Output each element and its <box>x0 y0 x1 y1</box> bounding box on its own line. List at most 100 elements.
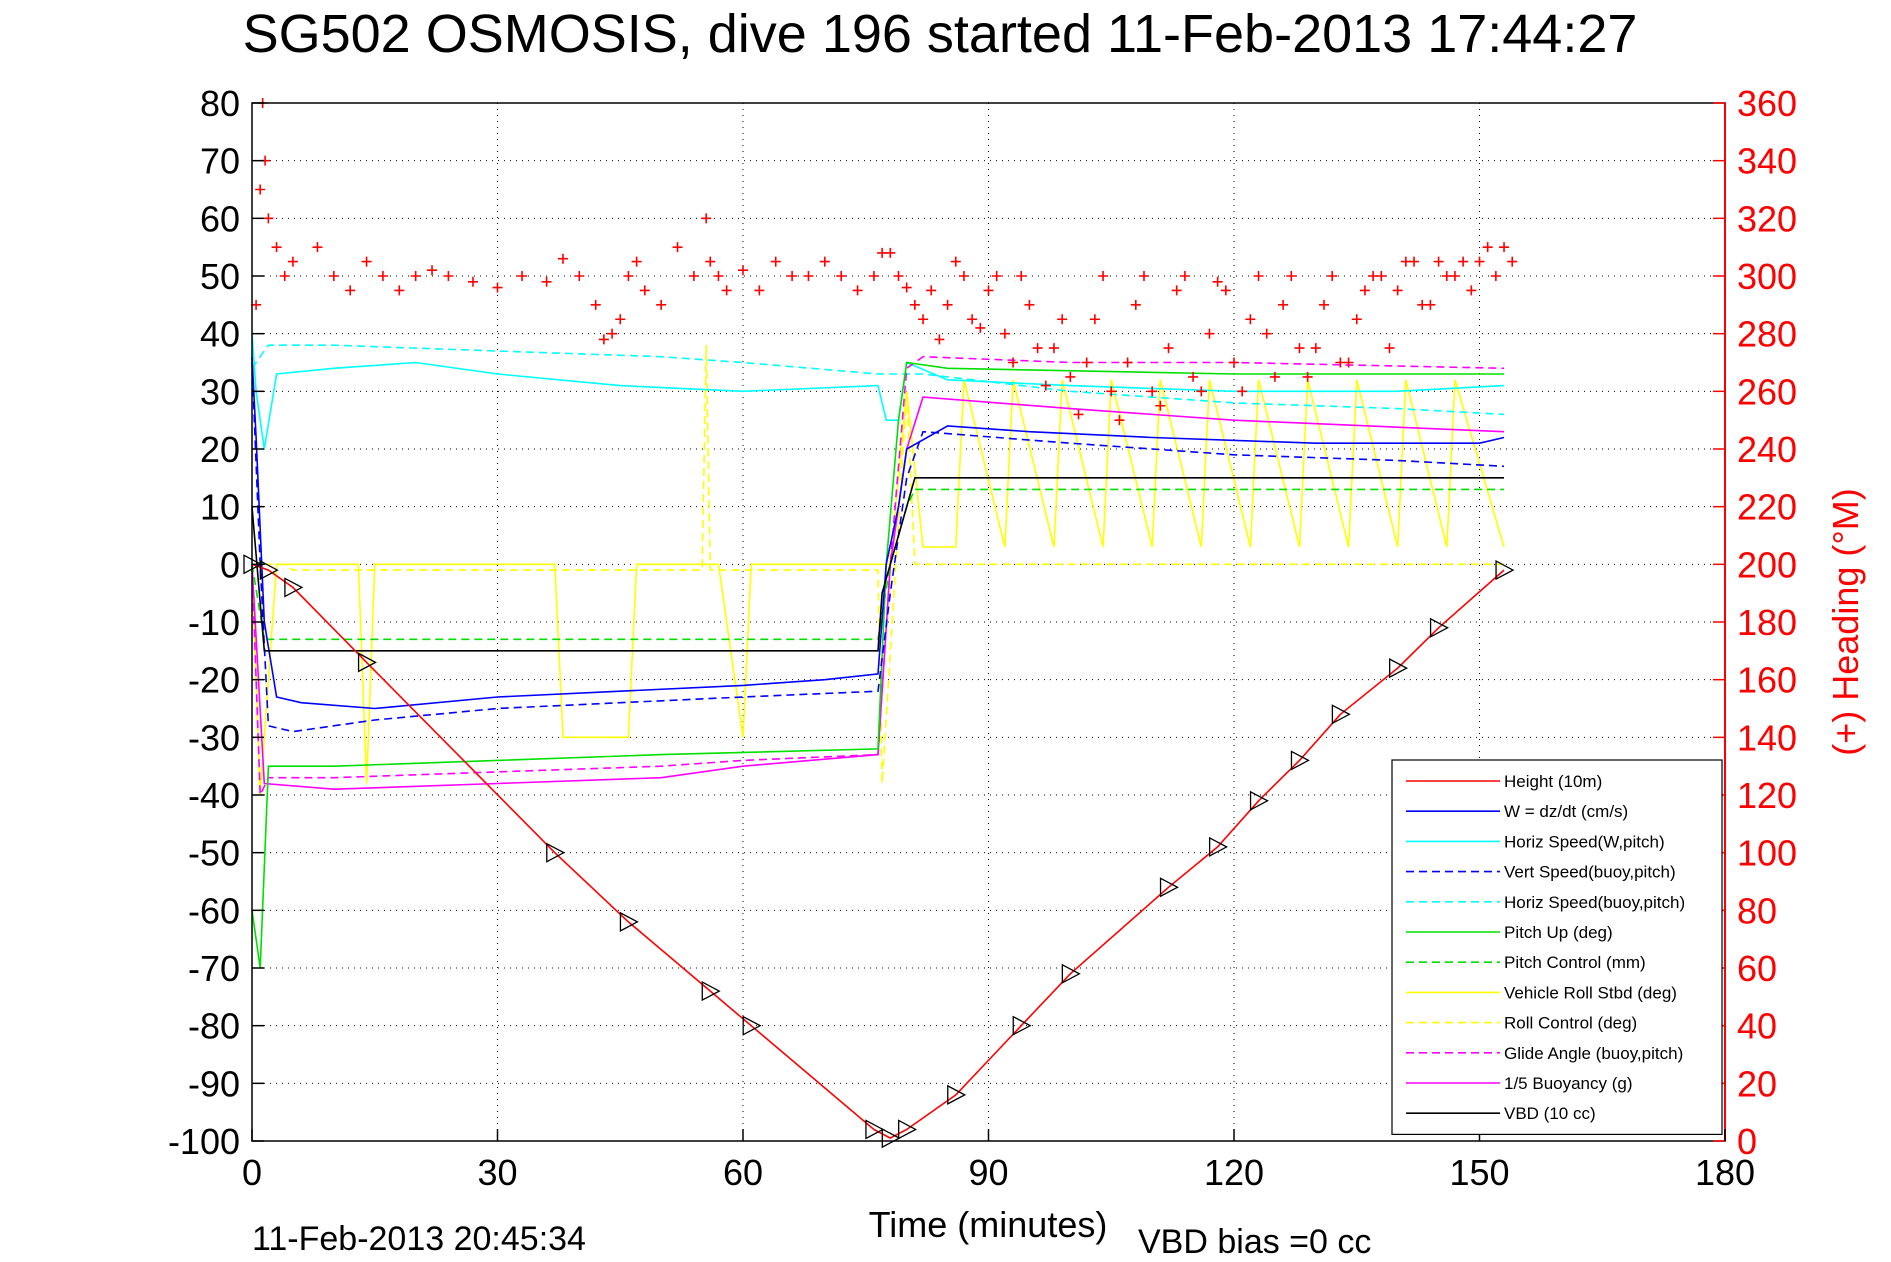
heading-point <box>754 285 765 296</box>
series-line-8 <box>252 345 1504 784</box>
x-tick-label: 0 <box>242 1152 262 1193</box>
height-point-marker <box>701 980 721 1002</box>
heading-point <box>1106 386 1117 397</box>
left-tick-label: 40 <box>200 314 240 355</box>
height-point-marker <box>1208 836 1229 857</box>
heading-point <box>705 256 716 267</box>
footer-vbd-bias: VBD bias =0 cc <box>1138 1223 1371 1261</box>
heading-point <box>1204 328 1215 339</box>
right-axis: 0 20 40 60 80 100 120 140 160 180 200 220 240 260 280 3… <box>1713 83 1797 1162</box>
heading-point <box>1327 271 1338 281</box>
heading-point <box>1245 314 1256 325</box>
heading-point <box>803 271 814 281</box>
right-tick-label: 60 <box>1737 948 1777 989</box>
right-tick-label: 120 <box>1737 775 1797 816</box>
heading-point <box>1130 299 1141 310</box>
height-point-marker <box>1331 704 1351 725</box>
height-point-marker <box>742 1015 762 1036</box>
heading-point <box>427 265 438 276</box>
heading-point <box>255 184 266 195</box>
heading-point <box>934 334 945 345</box>
heading-point <box>361 256 372 267</box>
legend-entry: Pitch Up (deg) <box>1504 923 1613 942</box>
series-line-11 <box>251 476 1504 652</box>
heading-point <box>787 271 798 281</box>
left-tick-label: -30 <box>188 717 240 758</box>
heading-point <box>983 285 994 296</box>
heading-point <box>770 256 781 267</box>
heading-point <box>893 271 904 281</box>
heading-point <box>1171 285 1182 296</box>
series-line-0 <box>251 563 1505 1140</box>
heading-point <box>1359 285 1370 296</box>
height-point-marker <box>947 1084 967 1105</box>
heading-point <box>1179 271 1190 281</box>
heading-point <box>1081 357 1092 368</box>
right-tick-label: 200 <box>1737 544 1797 585</box>
heading-point <box>1433 256 1444 267</box>
series-line-2 <box>251 333 1505 450</box>
height-point-marker <box>1429 617 1449 638</box>
height-point-marker <box>1159 877 1179 898</box>
heading-point <box>1098 271 1109 281</box>
heading-point <box>1229 357 1239 368</box>
left-tick-label: -50 <box>188 833 240 874</box>
right-tick-label: 20 <box>1737 1063 1777 1104</box>
series-line-9 <box>251 355 1505 796</box>
right-tick-label: 260 <box>1737 371 1797 412</box>
heading-point <box>598 334 609 345</box>
heading-point <box>263 213 274 224</box>
heading-point <box>287 256 298 267</box>
left-tick-label: -70 <box>188 948 240 989</box>
right-tick-label: 40 <box>1737 1006 1777 1047</box>
left-tick-label: 80 <box>200 83 240 124</box>
left-tick-label: -60 <box>188 890 240 931</box>
x-axis-label: Time (minutes) <box>869 1204 1108 1245</box>
x-tick-label: 60 <box>723 1152 763 1193</box>
heading-point <box>1048 343 1059 354</box>
heading-point <box>1294 343 1305 354</box>
heading-point <box>1147 386 1158 397</box>
right-tick-label: 180 <box>1737 602 1797 643</box>
heading-point <box>410 271 421 281</box>
heading-point <box>1278 299 1289 310</box>
series-line-4 <box>251 344 1505 416</box>
right-tick-label: 0 <box>1737 1121 1757 1162</box>
heading-point <box>958 271 969 281</box>
heading-point <box>492 282 503 293</box>
heading-point <box>1458 256 1469 267</box>
right-tick-label: 140 <box>1737 717 1797 758</box>
legend-entry: Pitch Control (mm) <box>1504 953 1646 972</box>
x-tick-label: 180 <box>1695 1152 1755 1193</box>
x-axis: 0 30 60 90 120 150 180 <box>242 1129 1755 1193</box>
heading-point <box>901 282 912 293</box>
heading-point <box>819 256 830 267</box>
right-tick-label: 300 <box>1737 256 1797 297</box>
heading-point <box>1155 400 1166 411</box>
right-tick-label: 320 <box>1737 198 1797 239</box>
heading-point <box>1212 276 1223 287</box>
left-tick-label: 20 <box>200 429 240 470</box>
heading-point <box>967 314 978 325</box>
left-tick-label: 70 <box>200 141 240 182</box>
left-tick-label: -10 <box>188 602 240 643</box>
heading-point <box>1024 299 1035 310</box>
right-tick-label: 280 <box>1737 314 1797 355</box>
height-point-marker <box>259 560 279 581</box>
legend-entry: Vert Speed(buoy,pitch) <box>1504 863 1676 882</box>
heading-point <box>1449 271 1460 281</box>
heading-point <box>885 247 896 258</box>
heading-point <box>1188 371 1199 382</box>
right-tick-label: 80 <box>1737 890 1777 931</box>
heading-point <box>942 299 953 310</box>
series-line-5 <box>251 361 1504 969</box>
heading-point <box>1089 314 1100 325</box>
heading-point <box>639 285 650 296</box>
heading-point <box>950 256 961 267</box>
heading-point <box>701 213 712 224</box>
right-tick-label: 340 <box>1737 141 1797 182</box>
right-axis-label: (+) Heading (°M) <box>1825 488 1866 755</box>
heading-point <box>1008 357 1019 368</box>
left-axis: -100-90-80-70-60-50-40-30-20-10010203040… <box>168 83 264 1162</box>
heading-point <box>312 242 323 253</box>
